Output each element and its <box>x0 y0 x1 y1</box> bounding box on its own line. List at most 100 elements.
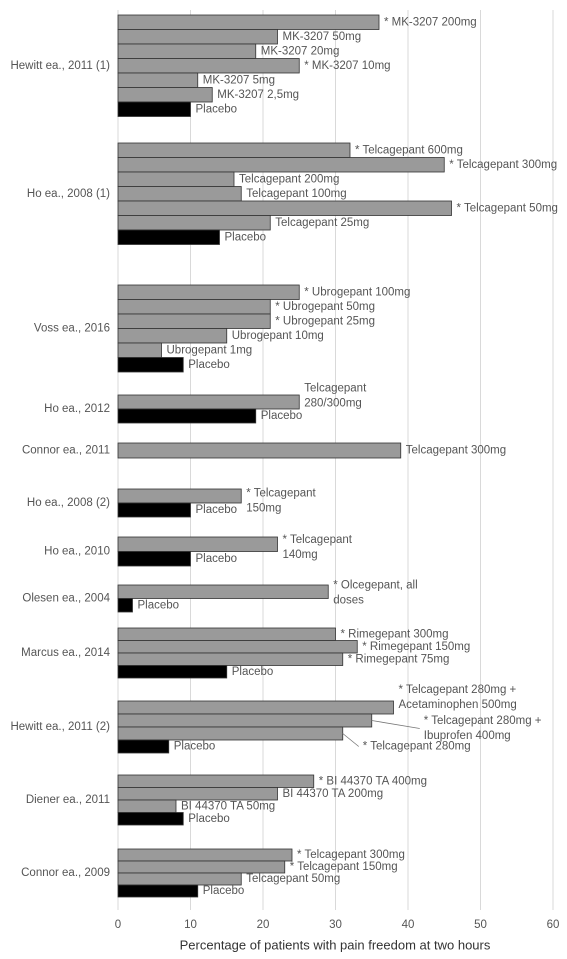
bar-label: * Telcagepant 150mg <box>290 861 398 873</box>
bar-label: Telcagepant 50mg <box>246 873 340 885</box>
bar <box>117 848 293 862</box>
bar-label: Placebo <box>188 359 230 371</box>
bar-label: Placebo <box>196 553 238 565</box>
x-tick-label: 40 <box>402 919 415 931</box>
bar <box>117 627 336 641</box>
group-label: Marcus ea., 2014 <box>21 647 110 659</box>
bar <box>117 142 351 158</box>
bar <box>117 157 445 173</box>
bar <box>117 408 257 424</box>
bar <box>117 215 271 231</box>
bar <box>117 442 402 459</box>
bar-label: Ubrogepant 1mg <box>167 344 253 356</box>
bar <box>117 101 191 117</box>
bar <box>117 488 242 504</box>
bar <box>117 726 344 741</box>
leader-line <box>371 720 420 729</box>
bar-label: * Ubrogepant 50mg <box>275 301 375 313</box>
bar <box>117 357 184 373</box>
bar-label: BI 44370 TA 50mg <box>181 800 275 812</box>
group-label: Hewitt ea., 2011 (1) <box>10 60 110 72</box>
bar-label: Placebo <box>232 666 274 678</box>
bar <box>117 799 177 813</box>
bar-label: MK-3207 20mg <box>261 45 340 57</box>
bar <box>117 872 242 886</box>
bar <box>117 665 228 679</box>
bar-label: * Telcagepant 140mg <box>283 534 353 561</box>
bar <box>117 502 191 518</box>
group-label: Ho ea., 2008 (1) <box>27 188 110 200</box>
bar-label: * Telcagepant 280mg + Ibuprofen 400mg <box>424 715 542 742</box>
bar <box>117 29 278 45</box>
bar-label: Telcagepant 200mg <box>239 173 339 185</box>
bar <box>117 536 278 552</box>
bar <box>117 72 199 88</box>
bar <box>117 700 394 715</box>
bar <box>117 284 300 300</box>
bar <box>117 860 286 874</box>
bar <box>117 774 315 788</box>
bar <box>117 14 380 30</box>
bar-label: Placebo <box>261 410 303 422</box>
bar-label: * Ubrogepant 100mg <box>304 286 410 298</box>
x-tick-label: 60 <box>547 919 560 931</box>
bar <box>117 551 191 567</box>
bar <box>117 652 344 666</box>
x-axis-title: Percentage of patients with pain freedom… <box>180 937 491 952</box>
bar <box>117 171 235 187</box>
bar <box>117 884 199 898</box>
bar-label: * Telcagepant 280mg <box>363 741 471 753</box>
bar <box>117 787 278 801</box>
bar-label: * Telcagepant 600mg <box>355 144 463 156</box>
bar <box>117 313 271 329</box>
group-label: Ho ea., 2010 <box>44 546 110 558</box>
bar-label: * Telcagepant 150mg <box>246 488 316 515</box>
bar-label: Placebo <box>174 741 216 753</box>
bar-label: * Rimegepant 150mg <box>362 641 470 653</box>
bar <box>117 394 300 410</box>
bar-label: Placebo <box>138 599 180 611</box>
bar-label: * MK-3207 10mg <box>304 60 390 72</box>
x-tick-label: 0 <box>115 919 121 931</box>
group-label: Hewitt ea., 2011 (2) <box>10 721 110 733</box>
x-tick-label: 30 <box>329 919 342 931</box>
leader-line <box>342 733 360 747</box>
bar-label: Placebo <box>196 504 238 516</box>
bar <box>117 713 373 728</box>
bar <box>117 342 162 358</box>
bar <box>117 186 242 202</box>
bar-label: MK-3207 5mg <box>203 74 275 86</box>
bar-label: Placebo <box>188 813 230 825</box>
bar <box>117 739 170 754</box>
bar <box>117 640 358 654</box>
x-tick-label: 50 <box>474 919 487 931</box>
bar-label: Telcagepant 100mg <box>246 188 346 200</box>
bar <box>117 328 228 344</box>
bar-label: Placebo <box>225 231 267 243</box>
bar-label: * Telcagepant 300mg <box>449 159 557 171</box>
bar-label: MK-3207 2,5mg <box>217 89 299 101</box>
bar-label: Ubrogepant 10mg <box>232 330 324 342</box>
group-label: Diener ea., 2011 <box>26 794 110 806</box>
bar-label: MK-3207 50mg <box>283 31 362 43</box>
bar <box>117 598 133 613</box>
bar-label: * MK-3207 200mg <box>384 16 477 28</box>
bar-label: Telcagepant 25mg <box>275 217 369 229</box>
bar-label: * BI 44370 TA 400mg <box>319 775 427 787</box>
bar <box>117 58 300 74</box>
group-label: Ho ea., 2008 (2) <box>27 497 110 509</box>
bar <box>117 200 452 216</box>
bar-label: * Telcagepant 50mg <box>457 202 558 214</box>
bar-label: * Telcagepant 300mg <box>297 849 405 861</box>
bar <box>117 43 257 59</box>
bar <box>117 299 271 315</box>
bar <box>117 87 213 103</box>
bar-label: BI 44370 TA 200mg <box>283 788 384 800</box>
bar-label: * Rimegepant 300mg <box>341 628 449 640</box>
bar-label: Telcagepant 300mg <box>406 445 506 457</box>
bar <box>117 812 184 826</box>
bar-label: Telcagepant 280/300mg <box>304 383 367 410</box>
group-label: Voss ea., 2016 <box>34 323 110 335</box>
bar <box>117 229 220 245</box>
